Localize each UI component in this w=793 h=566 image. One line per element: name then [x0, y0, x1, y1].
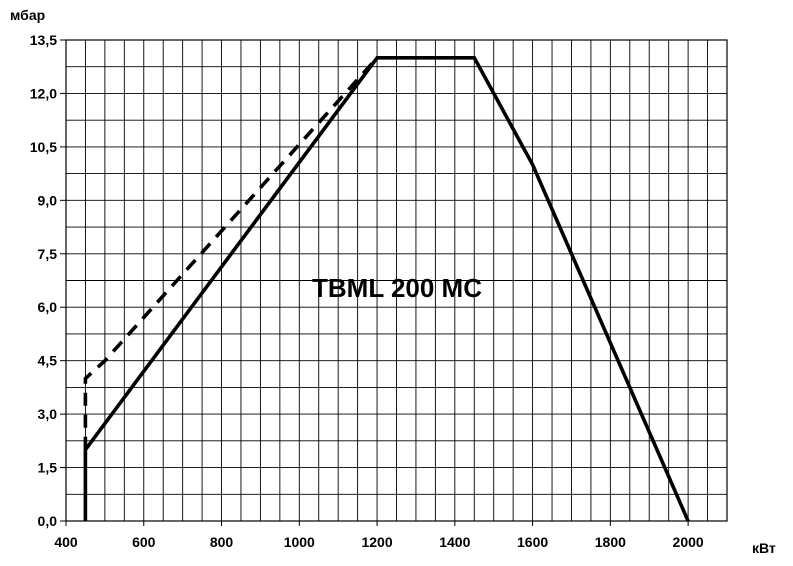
y-tick-label: 12,0 [30, 85, 57, 101]
y-tick-label: 1,5 [38, 460, 58, 476]
x-tick-label: 1600 [517, 534, 548, 550]
y-tick-label: 0,0 [38, 513, 58, 529]
x-tick-label: 800 [210, 534, 234, 550]
y-tick-label: 10,5 [30, 139, 57, 155]
x-axis-ticks: 400 600 800 1000 1200 1400 1600 1800 2000 [54, 521, 704, 550]
y-tick-label: 3,0 [38, 406, 58, 422]
plot-frame [65, 39, 728, 522]
y-tick-label: 13,5 [30, 32, 57, 48]
x-axis-label: кВт [752, 540, 776, 556]
x-tick-label: 600 [132, 534, 156, 550]
y-axis-ticks: 0,0 1,5 3,0 4,5 6,0 7,5 9,0 10,5 12,0 13,5 [30, 32, 66, 529]
y-axis-label: мбар [10, 7, 45, 23]
x-tick-label: 1800 [595, 534, 626, 550]
x-tick-label: 1400 [439, 534, 470, 550]
chart-title: TBML 200 MC [312, 273, 482, 303]
y-tick-label: 6,0 [38, 299, 58, 315]
x-tick-label: 400 [54, 534, 78, 550]
x-tick-label: 1200 [361, 534, 392, 550]
y-tick-label: 7,5 [38, 246, 58, 262]
y-tick-label: 4,5 [38, 353, 58, 369]
series-layer [83, 55, 690, 522]
x-tick-label: 1000 [284, 534, 315, 550]
x-tick-label: 2000 [673, 534, 704, 550]
y-tick-label: 9,0 [38, 192, 58, 208]
solid-series-line [83, 55, 690, 522]
